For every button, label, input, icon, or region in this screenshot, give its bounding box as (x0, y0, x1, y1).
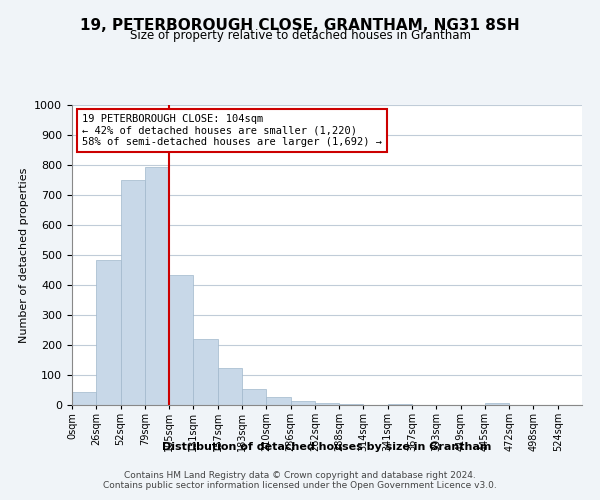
Bar (290, 400, 315, 405)
Text: Contains HM Land Registry data © Crown copyright and database right 2024.: Contains HM Land Registry data © Crown c… (124, 471, 476, 480)
Bar (388, 404, 412, 405)
Bar (266, 396, 290, 405)
Text: Contains public sector information licensed under the Open Government Licence v3: Contains public sector information licen… (103, 481, 497, 490)
Bar (485, 403, 509, 405)
Bar (96, 260, 121, 405)
Text: Size of property relative to detached houses in Grantham: Size of property relative to detached ho… (130, 29, 470, 42)
Y-axis label: Number of detached properties: Number of detached properties (19, 168, 29, 342)
Text: Distribution of detached houses by size in Grantham: Distribution of detached houses by size … (163, 442, 491, 452)
Bar (169, 274, 193, 405)
Bar (145, 166, 169, 405)
Bar (315, 402, 339, 405)
Text: 19, PETERBOROUGH CLOSE, GRANTHAM, NG31 8SH: 19, PETERBOROUGH CLOSE, GRANTHAM, NG31 8… (80, 18, 520, 32)
Bar (72, 392, 96, 405)
Bar (242, 390, 266, 405)
Bar (121, 180, 145, 405)
Bar (218, 368, 242, 405)
Text: 19 PETERBOROUGH CLOSE: 104sqm
← 42% of detached houses are smaller (1,220)
58% o: 19 PETERBOROUGH CLOSE: 104sqm ← 42% of d… (82, 114, 382, 147)
Bar (339, 404, 364, 405)
Bar (193, 339, 218, 405)
